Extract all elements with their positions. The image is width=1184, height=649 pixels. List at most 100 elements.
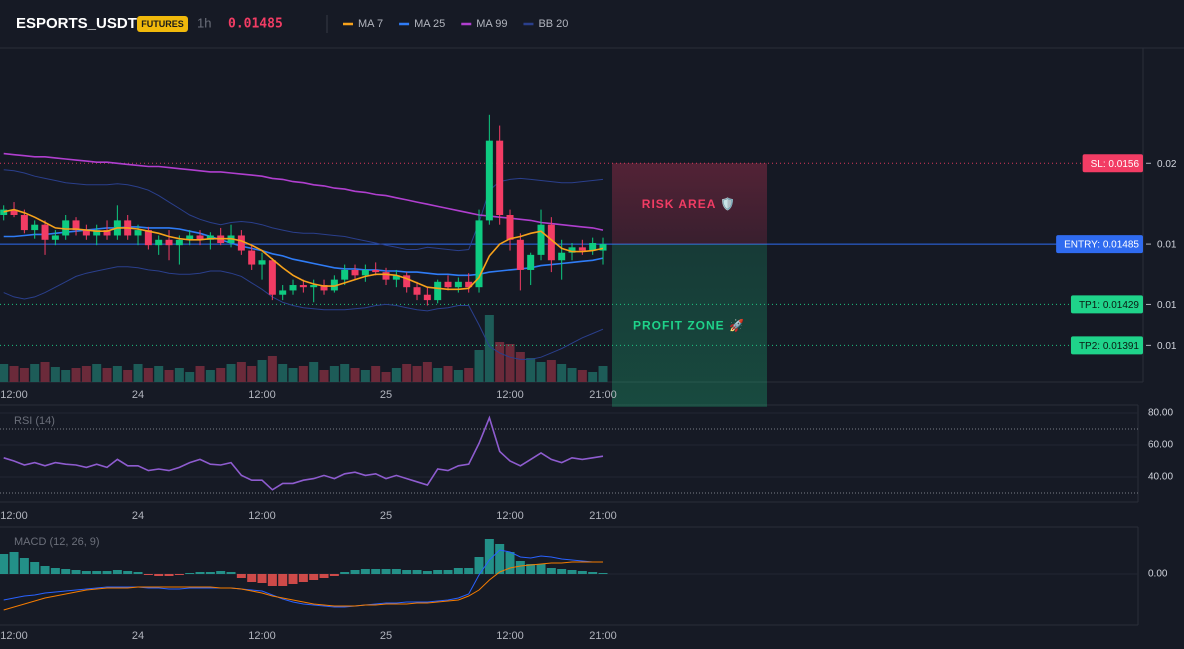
- x-tick-label: 12:00: [248, 630, 276, 642]
- candle-body: [527, 254, 535, 270]
- macd-histogram-bar: [536, 564, 546, 574]
- macd-histogram-bar: [19, 558, 29, 574]
- macd-histogram-bar: [557, 569, 567, 574]
- x-tick-label: 12:00: [0, 510, 28, 522]
- macd-histogram-bar: [360, 569, 370, 574]
- zone-label: PROFIT ZONE 🚀: [633, 319, 745, 333]
- macd-histogram-bar: [484, 539, 494, 574]
- volume-bar: [267, 356, 277, 382]
- macd-line: [3, 549, 603, 608]
- candle-body: [268, 260, 276, 295]
- level-label: TP1: 0.01429: [1079, 300, 1139, 311]
- macd-histogram-bar: [164, 574, 174, 576]
- x-tick-label: 12:00: [496, 630, 524, 642]
- volume-bar: [81, 366, 91, 382]
- axis-label: 0.01: [1157, 341, 1177, 352]
- x-tick-label: 21:00: [589, 510, 617, 522]
- volume-bar: [205, 370, 215, 382]
- candle-body: [465, 281, 473, 288]
- macd-histogram-bar: [546, 568, 556, 574]
- volume-bar: [474, 350, 484, 382]
- zone-label: RISK AREA 🛡️: [642, 197, 736, 211]
- macd-histogram-bar: [598, 573, 608, 574]
- volume-bar: [309, 362, 319, 382]
- volume-bar: [577, 370, 587, 382]
- last-price: 0.01485: [228, 17, 283, 32]
- macd-histogram-bar: [92, 571, 102, 574]
- volume-bar: [505, 344, 515, 382]
- macd-histogram-bar: [577, 571, 587, 574]
- candle-body: [103, 230, 111, 236]
- volume-bar: [50, 367, 60, 382]
- volume-bar: [329, 366, 339, 382]
- candle-body: [558, 252, 566, 261]
- volume-bar: [319, 370, 329, 382]
- x-tick-label: 24: [132, 630, 144, 642]
- volume-bar: [557, 364, 567, 382]
- candle-body: [485, 140, 493, 221]
- volume-bar: [536, 362, 546, 382]
- volume-bar: [71, 368, 81, 382]
- macd-histogram-bar: [422, 571, 432, 574]
- macd-histogram-bar: [288, 574, 298, 584]
- candle-body: [568, 247, 576, 253]
- candle-body: [72, 220, 80, 231]
- x-tick-label: 12:00: [496, 389, 524, 401]
- macd-histogram-bar: [9, 552, 19, 574]
- candle-body: [165, 239, 173, 246]
- ma-line: [3, 152, 604, 231]
- legend-label: MA 7: [358, 18, 383, 30]
- macd-histogram-bar: [143, 574, 153, 575]
- macd-histogram-bar: [247, 574, 257, 582]
- macd-histogram-bar: [515, 561, 525, 574]
- candle-body: [413, 287, 421, 295]
- y-tick-label: 40.00: [1148, 472, 1173, 483]
- candle-body: [20, 215, 28, 231]
- candle-body: [454, 281, 462, 288]
- volume-bar: [443, 366, 453, 382]
- x-tick-label: 24: [132, 389, 144, 401]
- candle-body: [444, 281, 452, 288]
- volume-bar: [123, 370, 133, 382]
- macd-histogram-bar: [329, 574, 339, 576]
- volume-bar: [226, 364, 236, 382]
- candle-body: [62, 220, 70, 236]
- badge-bg: [137, 16, 188, 32]
- volume-bar: [402, 364, 412, 382]
- ma-line: [3, 208, 604, 291]
- candle-body: [361, 269, 369, 276]
- candle-body: [258, 260, 266, 265]
- volume-bar: [360, 370, 370, 382]
- legend-label: BB 20: [538, 18, 568, 30]
- candle-body: [206, 235, 214, 240]
- macd-histogram-bar: [588, 572, 598, 574]
- volume-bar: [412, 366, 422, 382]
- level-label: SL: 0.0156: [1091, 159, 1140, 170]
- volume-bar: [391, 368, 401, 382]
- volume-bar: [340, 364, 350, 382]
- candle-body: [589, 243, 597, 251]
- macd-histogram-bar: [474, 557, 484, 574]
- volume-bar: [464, 368, 474, 382]
- level-label: TP2: 0.01391: [1079, 341, 1139, 352]
- macd-histogram-bar: [526, 564, 536, 574]
- candle-body: [382, 272, 390, 280]
- volume-bar: [588, 372, 598, 382]
- macd-histogram-bar: [402, 570, 412, 574]
- volume-bar: [567, 368, 577, 382]
- macd-line: [3, 561, 603, 611]
- macd-histogram-bar: [0, 554, 9, 574]
- macd-histogram-bar: [267, 574, 277, 586]
- candle-body: [144, 230, 152, 246]
- macd-histogram-bar: [391, 569, 401, 574]
- macd-histogram-bar: [505, 552, 515, 574]
- x-tick-label: 12:00: [248, 510, 276, 522]
- candle-body: [516, 239, 524, 270]
- x-tick-label: 25: [380, 389, 392, 401]
- macd-histogram-bar: [371, 569, 381, 574]
- x-tick-label: 12:00: [0, 630, 28, 642]
- candle-body: [31, 224, 39, 231]
- macd-histogram-bar: [112, 570, 122, 574]
- macd-histogram-bar: [257, 574, 267, 583]
